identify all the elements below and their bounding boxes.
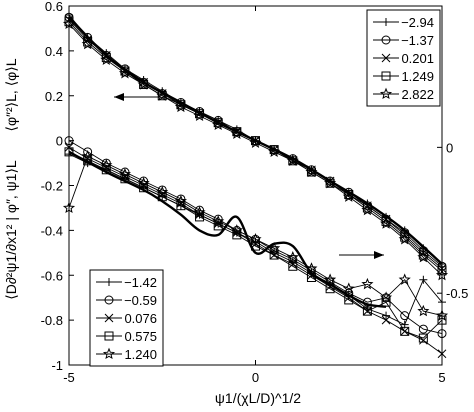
lower-point-star: [156, 185, 169, 198]
y-tick-label: 0.6: [45, 0, 63, 14]
upper-point-star: [435, 269, 449, 281]
legend-tr-label: −2.94: [401, 15, 434, 30]
x-tick-label: 0: [252, 370, 259, 385]
x-tick-label: -5: [63, 370, 75, 385]
arrow-right: [339, 251, 384, 259]
lower-point-star: [100, 158, 113, 171]
lower-point-star: [342, 282, 355, 294]
upper-thick-line: [68, 16, 443, 265]
upper-series-star-line: [68, 23, 443, 276]
lower-point-star: [137, 177, 150, 189]
lower-point-star: [380, 291, 393, 303]
axis-layer: -5 0 5 0.6 0.4 0.2 0 -0.2 -0.4 -0.6 -0.8 -1 0 -0.5: [41, 0, 469, 385]
y-axis-right-label: ⟨φ″²⟩L, ⟨φ⟩L: [3, 58, 19, 131]
y-tick-label: -0.6: [41, 268, 63, 283]
upper-point-star: [81, 37, 94, 50]
lower-series-star-line: [68, 155, 443, 317]
lower-point-plus: [438, 298, 446, 307]
upper-point-star: [137, 78, 150, 90]
legend-tr-label: 0.201: [401, 51, 434, 66]
lower-point-star: [398, 273, 411, 285]
y-axis-left-label: ⟨D∂²ψ1/∂x1² | φ″, ψ1⟩L: [3, 160, 19, 300]
lower-point-star: [174, 194, 187, 207]
lower-point-square: [288, 261, 298, 271]
lower-point-x: [381, 315, 391, 325]
legend-bl-label: 1.240: [124, 347, 157, 362]
lower-point-x: [437, 349, 447, 359]
legend-bl-swatch-marker: [104, 331, 114, 341]
lower-point-square: [437, 315, 447, 325]
upper-point-star: [324, 177, 337, 189]
lower-point-star: [286, 250, 299, 263]
lower-series-star: [62, 150, 449, 321]
y-tick-label: 0: [56, 134, 63, 149]
lower-point-star: [81, 150, 94, 162]
legend-tr-swatch-marker: [379, 87, 393, 100]
legend-tr-label: −1.37: [401, 33, 434, 48]
lower-point-square: [362, 306, 372, 316]
legend-tr-swatch-marker: [381, 35, 391, 45]
lower-point-circle: [400, 311, 410, 321]
legend-bl-box: [89, 269, 164, 367]
legend-bl-swatch-marker: [105, 278, 113, 286]
lower-thick-line: [68, 150, 387, 308]
legend-bottom-left: −1.42 −0.59 0.076 0.575 1.240: [89, 269, 164, 367]
lower-point-star: [62, 201, 76, 214]
legend-tr-swatch-marker: [381, 71, 391, 81]
legend-tr-swatch-marker: [382, 18, 390, 26]
legend-top-right: −2.94 −1.37 0.201 1.249 2.822: [366, 9, 441, 107]
y-tick-label: -0.4: [41, 223, 63, 238]
lower-point-square: [64, 147, 74, 157]
legend-bl-label: 0.575: [124, 329, 157, 344]
lower-point-star: [118, 168, 131, 180]
y-tick-label: 0.2: [45, 89, 63, 104]
upper-point-star: [380, 217, 393, 229]
lower-point-star: [249, 232, 262, 245]
lower-point-circle: [418, 324, 428, 334]
upper-point-star: [286, 154, 299, 166]
legend-bl-label: −1.42: [124, 275, 157, 290]
upper-point-star: [361, 203, 374, 216]
lower-point-star: [193, 206, 206, 218]
legend-bl-swatch-marker: [102, 347, 116, 360]
lower-point-plus: [382, 311, 391, 320]
y-tick-label: -1: [51, 358, 63, 373]
y-tick-label: -0.8: [41, 313, 63, 328]
y-tick-label: 0.4: [45, 44, 63, 59]
legend-tr-label: 2.822: [401, 87, 434, 102]
lower-point-star: [435, 309, 449, 321]
legend-bl-label: 0.076: [124, 311, 157, 326]
y-tick-label: -0.2: [41, 179, 63, 194]
x-tick-label: 5: [438, 370, 445, 385]
legend-bl-swatch-marker: [104, 295, 114, 305]
legend-bl-label: −0.59: [124, 293, 157, 308]
legend-tr-label: 1.249: [401, 69, 434, 84]
upper-point-star: [398, 232, 411, 245]
lower-point-x: [418, 335, 428, 345]
x-axis-label: ψ1/(χL/D)^1/2: [215, 390, 301, 406]
series-layer: [62, 10, 449, 359]
lower-point-square: [400, 326, 410, 336]
lower-point-star: [361, 277, 374, 290]
lower-point-star: [212, 215, 225, 227]
y-right-tick-label: 0: [446, 140, 453, 155]
y-right-tick-label: -0.5: [446, 286, 468, 301]
legend-bl-swatch-marker: [104, 313, 114, 323]
lower-point-plus: [419, 275, 428, 284]
upper-point-x: [437, 264, 447, 273]
lower-point-star: [230, 224, 243, 236]
lower-point-square: [418, 333, 428, 343]
lower-point-star: [324, 273, 337, 285]
upper-point-star: [417, 251, 430, 263]
lower-point-star: [417, 304, 430, 317]
legend-tr-swatch-marker: [381, 53, 391, 63]
lower-point-circle: [437, 329, 447, 339]
arrow-left: [114, 93, 158, 101]
